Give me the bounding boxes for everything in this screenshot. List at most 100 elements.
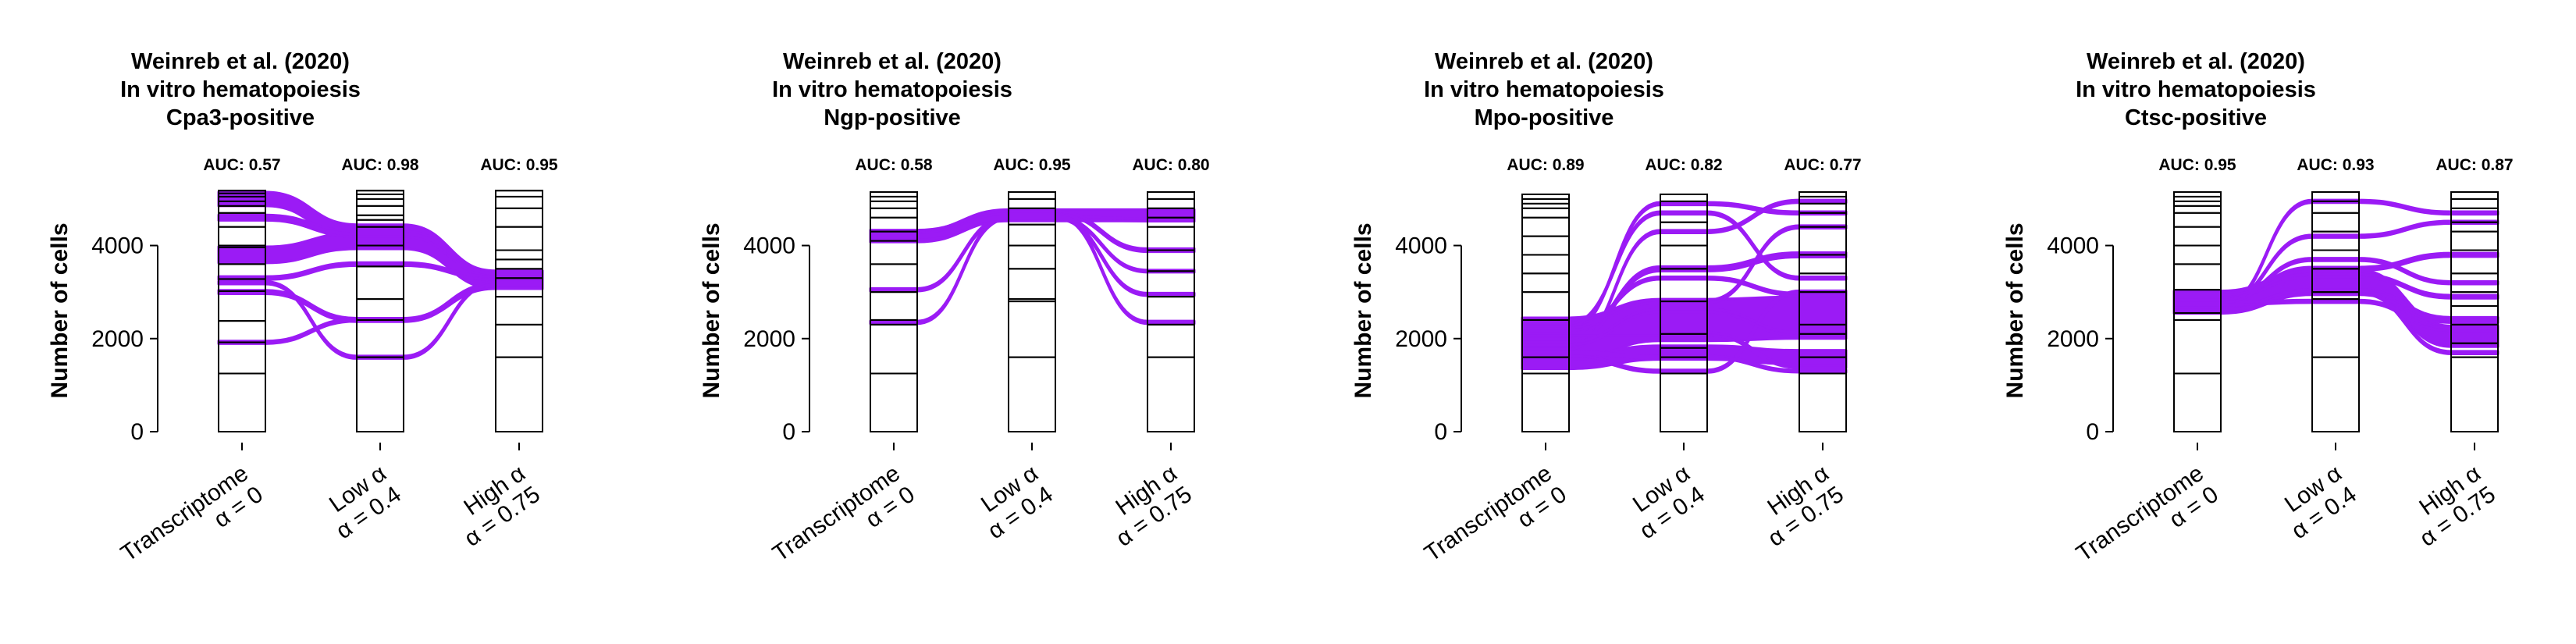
stratum-box xyxy=(1008,190,1056,200)
stratum-box xyxy=(2450,249,2499,275)
stratum-box xyxy=(2173,289,2222,314)
x-axis-label: Low αα = 0.4 xyxy=(1621,461,1710,545)
auc-label: AUC: 0.57 xyxy=(203,156,280,174)
stratum-box xyxy=(2311,230,2360,251)
stratum-box xyxy=(1799,226,1847,256)
auc-label: AUC: 0.93 xyxy=(2297,156,2374,174)
y-tick-label: 4000 xyxy=(1395,233,1447,259)
auc-label: AUC: 0.95 xyxy=(2158,156,2236,174)
stratum-box xyxy=(356,356,404,432)
x-axis-label: Transcriptomeα = 0 xyxy=(768,461,920,588)
auc-label: AUC: 0.82 xyxy=(1645,156,1722,174)
y-tick-label: 2000 xyxy=(2047,326,2099,352)
stratum-box xyxy=(1521,235,1570,256)
stratum-box xyxy=(2450,356,2499,432)
stratum-box xyxy=(218,263,266,280)
y-tick-label: 2000 xyxy=(743,326,795,352)
stratum-box xyxy=(1521,356,1570,375)
stratum-box xyxy=(495,226,543,251)
stratum-outline xyxy=(2450,190,2499,432)
stratum-box xyxy=(356,197,404,207)
stratum-box xyxy=(495,268,543,279)
x-axis-label: High αα = 0.75 xyxy=(445,461,545,552)
stratum-box xyxy=(2450,291,2499,308)
stratum-box xyxy=(1521,372,1570,433)
chart-panel-1: Weinreb et al. (2020) In vitro hematopoie… xyxy=(47,49,558,567)
stratum-box xyxy=(870,240,918,265)
stratum-box xyxy=(2173,311,2222,321)
stratum-box xyxy=(218,290,266,322)
panel-title-line: Weinreb et al. (2020) xyxy=(131,49,350,74)
stratum-box xyxy=(218,212,266,228)
panel-title-line: Weinreb et al. (2020) xyxy=(783,49,1002,74)
auc-label: AUC: 0.77 xyxy=(1784,156,1861,174)
stratum-box xyxy=(2311,298,2360,358)
y-axis-title: Number of cells xyxy=(1350,222,1376,398)
stratum-box xyxy=(870,207,918,219)
panel-subtitle: Ctsc-positive xyxy=(2125,105,2267,130)
x-axis-label: Low αα = 0.4 xyxy=(317,461,406,545)
stratum-box xyxy=(1660,193,1708,202)
stratum-box xyxy=(356,226,404,247)
stratum-box xyxy=(218,341,266,375)
stratum-box xyxy=(495,296,543,326)
stratum-box xyxy=(1799,323,1847,335)
y-tick-label: 2000 xyxy=(91,326,144,352)
panel-title-line: In vitro hematopoiesis xyxy=(1424,77,1664,102)
panel-title-line: In vitro hematopoiesis xyxy=(772,77,1012,102)
auc-label: AUC: 0.98 xyxy=(341,156,419,174)
chart-panel-3: Weinreb et al. (2020) In vitro hematopoie… xyxy=(1350,49,1862,567)
stratum-box xyxy=(495,277,543,298)
y-tick-label: 4000 xyxy=(91,233,144,259)
stratum-box xyxy=(2173,226,2222,247)
chart-panel-4: Weinreb et al. (2020) In vitro hematopoie… xyxy=(2002,49,2514,567)
stratum-box xyxy=(2173,244,2222,265)
stratum-box xyxy=(356,265,404,301)
auc-label: AUC: 0.95 xyxy=(480,156,558,174)
stratum-box xyxy=(2450,221,2499,233)
stratum-box xyxy=(218,205,266,214)
stratum-box xyxy=(2311,291,2360,301)
panel-subtitle: Mpo-positive xyxy=(1475,105,1614,130)
stratum-box xyxy=(1521,272,1570,294)
stratum-box xyxy=(1521,216,1570,237)
y-axis-title: Number of cells xyxy=(699,222,724,398)
stratum-box xyxy=(2173,212,2222,228)
stratum-box xyxy=(1147,323,1195,358)
stratum-box xyxy=(2450,342,2499,358)
stratum-box xyxy=(495,258,543,270)
stratum-box xyxy=(1660,301,1708,335)
stratum-box xyxy=(1147,270,1195,298)
stratum-box xyxy=(1147,207,1195,219)
chart-panel-2: Weinreb et al. (2020) In vitro hematopoie… xyxy=(699,49,1210,588)
stratum-box xyxy=(1521,207,1570,219)
stratum-box xyxy=(495,323,543,358)
stratum-box xyxy=(1008,197,1056,209)
stratum-outline xyxy=(2311,190,2360,432)
stratum-box xyxy=(2450,197,2499,209)
stratum-box xyxy=(495,207,543,228)
stratum-box xyxy=(356,298,404,321)
stratum-box xyxy=(1799,254,1847,275)
y-axis-title: Number of cells xyxy=(2002,222,2028,398)
panel-subtitle: Ngp-positive xyxy=(824,105,961,130)
stratum-box xyxy=(495,195,543,209)
stratum-box xyxy=(1008,356,1056,432)
stratum-box xyxy=(1799,272,1847,294)
y-tick-label: 0 xyxy=(2086,419,2099,445)
stratum-box xyxy=(1799,202,1847,214)
stratum-box xyxy=(2173,318,2222,375)
stratum-box xyxy=(2450,323,2499,344)
stratum-box xyxy=(1660,244,1708,270)
stratum-box xyxy=(2450,207,2499,223)
stratum-column-2: AUC: 0.93 Low αα = 0.4 xyxy=(2280,156,2375,544)
y-tick-label: 0 xyxy=(782,419,795,445)
auc-label: AUC: 0.87 xyxy=(2435,156,2513,174)
y-tick-label: 4000 xyxy=(743,233,795,259)
panel-title-line: In vitro hematopoiesis xyxy=(120,77,361,102)
stratum-box xyxy=(1147,216,1195,228)
stratum-outline xyxy=(218,190,266,432)
stratum-box xyxy=(1008,207,1056,226)
stratum-column-1: AUC: 0.95 Transcriptomeα = 0 xyxy=(2072,156,2236,567)
